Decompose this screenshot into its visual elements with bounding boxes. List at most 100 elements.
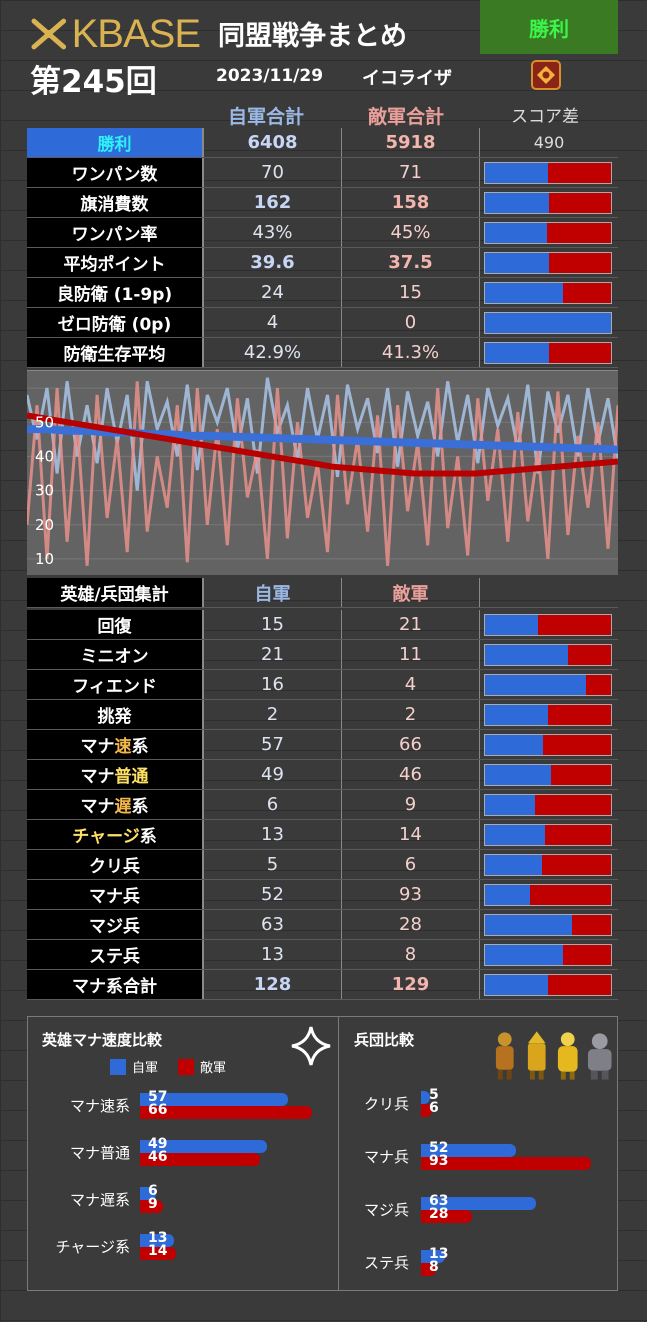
compare-label: マナ普通 [69,1144,130,1162]
own-ratio-fill [485,794,536,815]
stat-ratio-cell [480,218,618,247]
logo-text: KBASE [71,11,201,56]
own-ratio-fill [485,884,531,905]
y-tick-label: 30 [35,482,54,500]
enemy-compare-bar [421,1104,432,1117]
enemy-ratio-fill [546,222,611,243]
own-ratio-fill [485,614,538,635]
chart-series-line [25,381,620,566]
own-ratio-fill [485,192,550,213]
unit-row: マナ遅系 6 9 [27,790,618,820]
enemy-ratio-fill [537,614,611,635]
unit-ratio-cell [480,910,618,939]
stat-label: 防衛生存平均 [27,338,204,367]
enemy-compare-value: 14 [148,1243,168,1259]
compare-label: ステ兵 [363,1254,409,1272]
battle-date: 2023/11/29 [216,66,324,86]
unit-own-value: 13 [204,820,342,849]
unit-own-value: 6 [204,790,342,819]
unit-row: クリ兵 5 6 [27,850,618,880]
stat-ratio-cell [480,248,618,277]
unit-row: マナ速系 57 66 [27,730,618,760]
stat-label: ワンパン数 [27,158,204,187]
enemy-ratio-fill [563,282,611,303]
own-compare-value: 63 [429,1193,449,1209]
unit-ratio-bar [484,793,612,816]
stat-enemy-value: 158 [342,188,480,217]
stat-own-value: 4 [204,308,342,337]
stat-enemy-value: 15 [342,278,480,307]
unit-row: チャージ系 13 14 [27,820,618,850]
enemy-ratio-fill [542,734,611,755]
round-number: 第245回 [30,64,157,100]
unit-ratio-bar [484,643,612,666]
unit-enemy-value: 8 [342,940,480,969]
unit-enemy-value: 6 [342,850,480,879]
enemy-ratio-fill [550,764,611,785]
unit-row: フィエンド 16 4 [27,670,618,700]
unit-label: マジ兵 [27,910,204,939]
own-ratio-fill [485,252,550,273]
unit-enemy-value: 9 [342,790,480,819]
opponent-name: イコライザ [362,68,452,89]
unit-row: マナ系合計 128 129 [27,970,618,1000]
sparkle-diamond-icon [291,1026,331,1066]
stat-row: ワンパン率 43% 45% [27,218,618,248]
unit-enemy-value: 2 [342,700,480,729]
unit-label: ミニオン [27,640,204,669]
units-header-row: 英雄/兵団集計 自軍 敵軍 [27,578,618,608]
stat-own-value: 42.9% [204,338,342,367]
stat-own-value: 162 [204,188,342,217]
enemy-ratio-fill [563,944,611,965]
unit-label: チャージ系 [27,820,204,849]
unit-row: マナ兵 52 93 [27,880,618,910]
enemy-ratio-fill [535,794,611,815]
stat-row: ゼロ防衛 (0p) 4 0 [27,308,618,338]
own-ratio-fill [485,704,548,725]
enemy-legend-label: 敵軍 [200,1061,227,1076]
own-compare-bar [421,1091,431,1104]
score-diff-header: スコア差 [511,107,579,127]
stat-ratio-bar [484,311,612,334]
stat-own-value: 24 [204,278,342,307]
page-title: 同盟戦争まとめ [218,21,407,52]
enemy-compare-bar [140,1247,177,1260]
unit-ratio-cell [480,670,618,699]
unit-ratio-bar [484,853,612,876]
own-ratio-fill [485,734,543,755]
units-header-enemy: 敵軍 [342,578,480,607]
enemy-ratio-fill [571,914,611,935]
own-ratio-fill [485,854,542,875]
stat-ratio-cell [480,188,618,217]
enemy-compare-value: 6 [429,1100,439,1116]
own-total-header: 自軍合計 [228,106,305,128]
stat-ratio-cell [480,278,618,307]
unit-label: フィエンド [27,670,204,699]
unit-label-highlight: 遅 [114,797,132,817]
summary-label: 勝利 [27,128,204,157]
unit-enemy-value: 28 [342,910,480,939]
stat-row: ワンパン数 70 71 [27,158,618,188]
unit-ratio-cell [480,610,618,639]
own-ratio-fill [485,944,564,965]
unit-own-value: 49 [204,760,342,789]
unit-ratio-bar [484,943,612,966]
unit-label-highlight: 普通 [114,767,149,787]
unit-ratio-cell [480,940,618,969]
unit-ratio-cell [480,730,618,759]
enemy-ratio-fill [585,674,611,695]
unit-ratio-cell [480,820,618,849]
unit-own-value: 21 [204,640,342,669]
compare-label: マジ兵 [363,1201,409,1219]
y-tick-label: 40 [35,447,54,465]
stat-enemy-value: 71 [342,158,480,187]
stat-ratio-cell [480,308,618,337]
unit-label: マナ速系 [27,730,204,759]
unit-enemy-value: 93 [342,880,480,909]
unit-enemy-value: 21 [342,610,480,639]
own-legend-label: 自軍 [132,1061,159,1076]
enemy-compare-bar [140,1106,312,1119]
y-tick-label: 10 [35,550,54,568]
unit-row: マナ 普通 49 46 [27,760,618,790]
unit-own-value: 16 [204,670,342,699]
